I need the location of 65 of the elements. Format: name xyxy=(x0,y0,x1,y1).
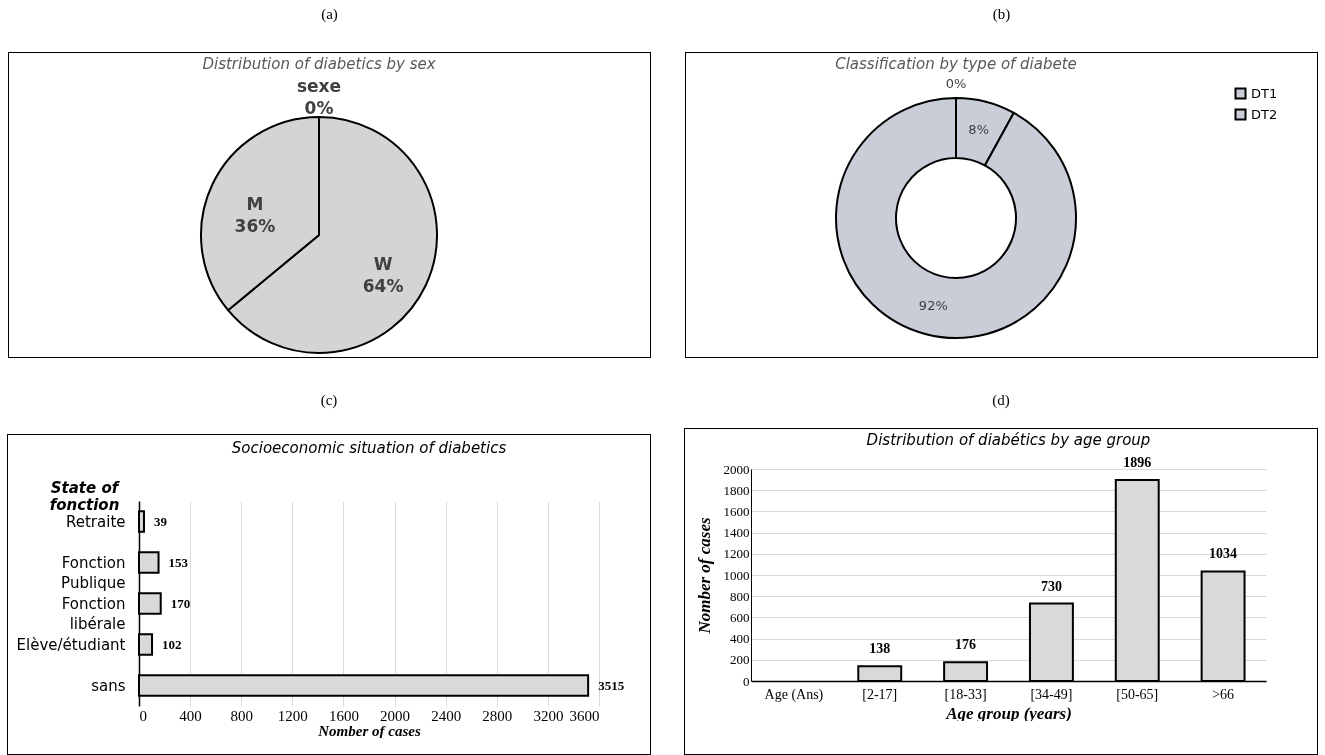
y-tick-label: 1400 xyxy=(723,525,750,541)
data-label: 730 xyxy=(1040,578,1062,594)
data-label: 102 xyxy=(162,636,182,652)
chart-title: Distribution of diabetics by sex xyxy=(202,55,436,73)
y-tick-label: 200 xyxy=(730,652,750,668)
chart-title: Classification by type of diabete xyxy=(835,55,1077,73)
x-tick-label: Age (Ans) xyxy=(764,686,824,703)
y-tick-label: 2000 xyxy=(723,461,750,477)
y-tick-label: 600 xyxy=(730,609,750,625)
x-tick-label: 3600 xyxy=(569,707,600,724)
text: (d) xyxy=(991,392,1011,409)
y-tick-label: Fonction Publique xyxy=(61,553,126,592)
x-tick-label: 0 xyxy=(139,707,147,724)
x-axis-title: Nomber of cases xyxy=(317,722,421,739)
chart-title: Socioeconomic situation of diabetics xyxy=(231,439,507,457)
y-tick-label: Fonction libérale xyxy=(61,594,126,633)
text: (b) xyxy=(991,6,1012,23)
x-tick-label: 3200 xyxy=(533,707,564,724)
y-tick-label: 400 xyxy=(730,631,750,647)
y-tick-label: 0 xyxy=(743,673,750,689)
donut-slice xyxy=(835,97,1077,339)
text: 0% xyxy=(304,98,334,118)
x-tick-label: [18-33] xyxy=(944,686,987,702)
y-axis-title: State of fonction xyxy=(49,478,121,514)
x-tick-label: 2400 xyxy=(431,707,462,724)
x-tick-label: 1600 xyxy=(328,707,359,724)
x-tick-label: >66 xyxy=(1212,686,1235,702)
x-tick-label: 1200 xyxy=(277,707,308,724)
data-label: 92% xyxy=(918,298,948,314)
y-tick-label: 1200 xyxy=(723,546,750,562)
y-tick-label: Elève/étudiant xyxy=(16,635,126,654)
x-tick-label: 2800 xyxy=(482,707,513,724)
legend-label: DT2 xyxy=(1251,106,1278,122)
data-label: 39 xyxy=(153,513,168,529)
data-label: 138 xyxy=(869,641,891,657)
x-tick-label: [34-49] xyxy=(1030,686,1073,702)
data-label: 36% xyxy=(234,215,276,236)
text: 0% xyxy=(945,76,967,91)
y-tick-label: 800 xyxy=(730,588,750,604)
y-tick-label: 1000 xyxy=(723,567,750,583)
data-label: 64% xyxy=(362,276,404,297)
category-label: sexe xyxy=(296,76,342,96)
y-tick-label: Retraite xyxy=(66,512,126,531)
y-axis-title: Nomber of cases xyxy=(694,517,714,635)
data-label: 153 xyxy=(168,554,189,570)
x-tick-label: [2-17] xyxy=(862,686,898,702)
legend-label: DT1 xyxy=(1251,85,1278,101)
chart-title: Distribution of diabétics by age group xyxy=(866,431,1151,450)
data-label: 170 xyxy=(170,595,191,611)
text: (c) xyxy=(319,392,339,409)
x-tick-label: 800 xyxy=(230,707,253,724)
data-label: 3515 xyxy=(598,677,625,693)
x-tick-label: [50-65] xyxy=(1116,686,1159,702)
x-tick-label: 400 xyxy=(179,707,202,724)
data-label: 176 xyxy=(955,637,977,653)
text: (a) xyxy=(320,6,339,23)
data-label: 1034 xyxy=(1209,546,1238,562)
slice-label: M xyxy=(246,193,264,214)
y-tick-label: sans xyxy=(91,676,126,695)
data-label: 8% xyxy=(968,121,989,137)
slice-label: W xyxy=(373,254,393,275)
y-tick-label: 1600 xyxy=(723,503,750,519)
y-tick-label: 1800 xyxy=(723,482,750,498)
x-tick-label: 2000 xyxy=(380,707,411,724)
data-label: 1896 xyxy=(1123,455,1152,471)
